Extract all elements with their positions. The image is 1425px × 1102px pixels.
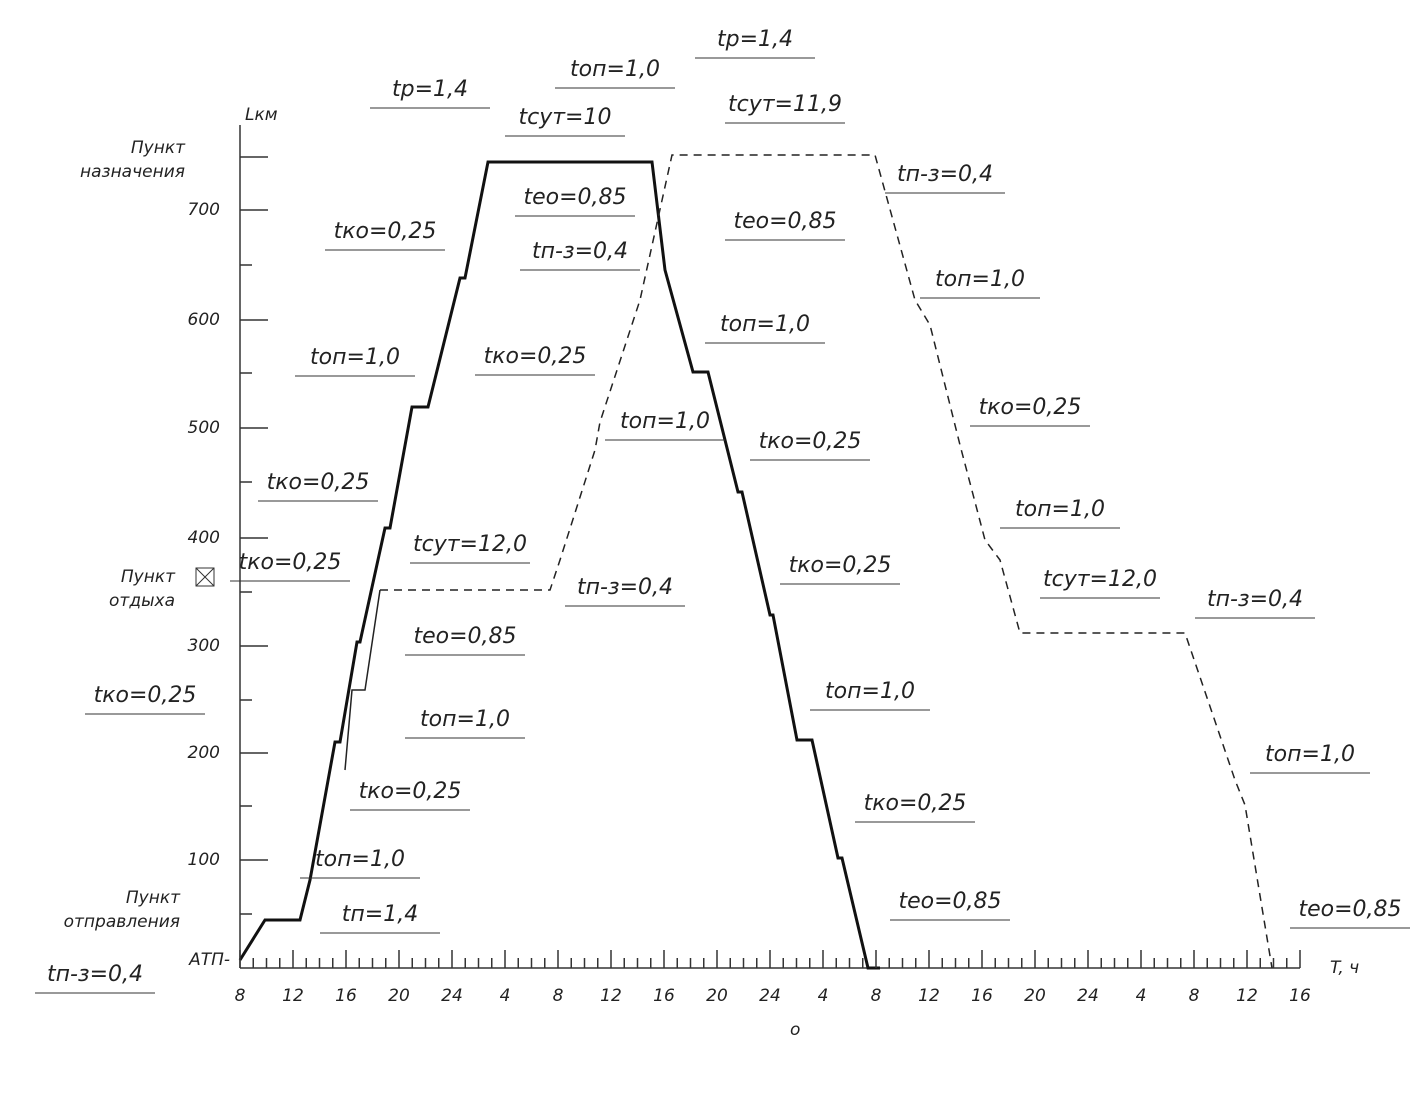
annotation: tоп=1,0 [310, 345, 400, 370]
annotation: tсут=10 [519, 105, 612, 130]
x-tick-label: 8 [1189, 986, 1200, 1006]
annotation: tоп=1,0 [1015, 497, 1105, 522]
annotation: tп-з=0,4 [577, 575, 673, 600]
annotation: tко=0,25 [334, 219, 437, 244]
annotation: tко=0,25 [484, 344, 587, 369]
annotation: tко=0,25 [267, 470, 370, 495]
y-tick-label: 700 [188, 200, 220, 220]
point-label: Пункт отправления [64, 888, 181, 932]
x-tick-label: 12 [282, 986, 304, 1006]
x-tick-label: 20 [388, 986, 410, 1006]
annotation: tп-з=0,4 [1207, 587, 1303, 612]
x-tick-label: 24 [759, 986, 781, 1006]
point-label: АТП- [188, 950, 230, 970]
x-tick-label: 20 [1024, 986, 1046, 1006]
annotation: tко=0,25 [759, 429, 862, 454]
annotation: tсут=12,0 [1043, 567, 1157, 592]
annotation: tко=0,25 [239, 550, 342, 575]
annotation: tко=0,25 [789, 553, 892, 578]
annotation: tоп=1,0 [935, 267, 1025, 292]
x-tick-label: 16 [335, 986, 357, 1006]
y-tick-label: 100 [188, 850, 220, 870]
annotation: tоп=1,0 [620, 409, 710, 434]
point-label: Пункт назначения [80, 138, 186, 182]
annotation: tсут=12,0 [413, 532, 527, 557]
x-tick-label: 4 [818, 986, 829, 1006]
x-tick-label: 8 [871, 986, 882, 1006]
annotation: tео=0,85 [898, 889, 1001, 914]
route-thin [344, 589, 381, 771]
x-tick-label: 8 [553, 986, 564, 1006]
rest-icon [195, 567, 215, 587]
y-tick-label: 500 [188, 418, 220, 438]
annotation: tоп=1,0 [720, 312, 810, 337]
y-tick-label: 400 [188, 528, 220, 548]
annotation: tр=1,4 [717, 27, 793, 52]
annotation: tоп=1,0 [420, 707, 510, 732]
x-tick-label: 16 [1289, 986, 1311, 1006]
x-tick-label: 12 [918, 986, 940, 1006]
annotation: tео=0,85 [733, 209, 836, 234]
y-title: Lкм [245, 105, 278, 125]
x-tick-label: 8 [235, 986, 246, 1006]
bottom-mark: o [790, 1020, 800, 1040]
x-tick-label: 12 [600, 986, 622, 1006]
annotation: tсут=11,9 [728, 92, 842, 117]
y-tick-label: 300 [188, 636, 220, 656]
x-tick-label: 4 [1136, 986, 1147, 1006]
annotation: tко=0,25 [864, 791, 967, 816]
annotation: tр=1,4 [392, 77, 468, 102]
annotation: tео=0,85 [523, 185, 626, 210]
x-tick-label: 12 [1236, 986, 1258, 1006]
annotation: tко=0,25 [979, 395, 1082, 420]
x-tick-label: 16 [971, 986, 993, 1006]
x-tick-label: 16 [653, 986, 675, 1006]
rest-icon [195, 567, 215, 587]
y-tick-label: 600 [188, 310, 220, 330]
annotation: tоп=1,0 [570, 57, 660, 82]
annotation: tп-з=0,4 [47, 962, 143, 987]
x-tick-label: 4 [500, 986, 511, 1006]
annotation: tко=0,25 [359, 779, 462, 804]
annotation: tп-з=0,4 [897, 162, 993, 187]
x-tick-label: 24 [1077, 986, 1099, 1006]
x-tick-label: 24 [441, 986, 463, 1006]
x-title: T, ч [1330, 958, 1359, 978]
route-dashed [380, 154, 1273, 969]
y-tick-label: 200 [188, 743, 220, 763]
annotation: tко=0,25 [94, 683, 197, 708]
annotation: tп=1,4 [342, 902, 418, 927]
annotation: tоп=1,0 [825, 679, 915, 704]
annotation: tп-з=0,4 [532, 239, 628, 264]
point-label: Пункт отдыха [109, 567, 176, 611]
x-tick-label: 20 [706, 986, 728, 1006]
annotation: tоп=1,0 [315, 847, 405, 872]
annotation: tео=0,85 [1298, 897, 1401, 922]
route-solid [238, 160, 880, 970]
annotation: tоп=1,0 [1265, 742, 1355, 767]
annotation: tео=0,85 [413, 624, 516, 649]
